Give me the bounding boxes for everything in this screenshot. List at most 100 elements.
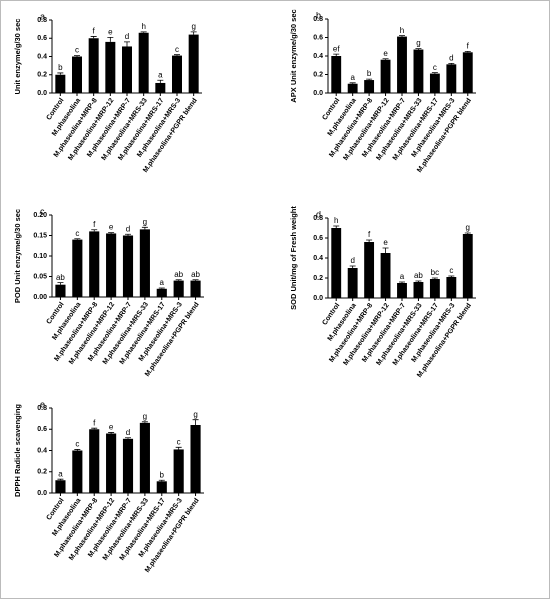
y-tick-label: 0.8 xyxy=(313,215,323,222)
error-bar xyxy=(74,449,81,451)
bar xyxy=(429,279,440,298)
bar xyxy=(139,229,150,297)
significance-letter: a xyxy=(400,272,405,281)
error-bar xyxy=(124,41,130,47)
panel-label: e xyxy=(40,399,45,409)
error-bar xyxy=(107,36,114,42)
bar xyxy=(89,429,100,493)
bar xyxy=(364,80,375,93)
significance-letter: c xyxy=(75,229,79,238)
error-bar xyxy=(108,432,115,434)
significance-letter: d xyxy=(126,224,130,233)
significance-letter: g xyxy=(143,412,147,421)
significance-letter: f xyxy=(93,27,96,36)
significance-letter: e xyxy=(109,423,114,432)
bar xyxy=(172,55,182,93)
error-bar xyxy=(175,279,182,281)
bar xyxy=(88,38,99,93)
y-tick-label: 0.4 xyxy=(37,447,47,454)
error-bar xyxy=(125,437,131,439)
y-tick-label: 0.6 xyxy=(37,426,47,433)
y-tick-label: 0.8 xyxy=(313,16,323,23)
bar xyxy=(347,268,358,298)
y-tick-label: 0.6 xyxy=(37,35,47,42)
error-bar xyxy=(333,225,340,228)
y-tick-label: 0.4 xyxy=(37,53,47,60)
error-bar xyxy=(140,31,147,33)
panel-label: d xyxy=(316,209,321,219)
error-bar xyxy=(415,48,422,50)
error-bar xyxy=(366,78,373,81)
bar xyxy=(397,36,407,93)
error-bar xyxy=(175,446,182,450)
bar xyxy=(139,422,150,493)
significance-letter: a xyxy=(158,70,163,79)
error-bar xyxy=(192,419,199,425)
bar xyxy=(156,288,167,297)
y-tick-label: 0.0 xyxy=(313,90,323,97)
significance-letter: ab xyxy=(414,271,423,280)
error-bar xyxy=(108,232,115,234)
bar xyxy=(364,242,375,298)
bar xyxy=(122,235,134,297)
bar xyxy=(105,41,116,93)
y-tick-label: 0.2 xyxy=(37,469,47,476)
y-axis-label: DPPH Radicle scavenging xyxy=(13,404,22,497)
significance-letter: h xyxy=(400,26,404,35)
significance-letter: ab xyxy=(56,273,65,282)
significance-letter: e xyxy=(383,238,388,247)
bar xyxy=(446,64,457,93)
bar xyxy=(429,73,440,93)
bar xyxy=(72,450,83,493)
y-tick-label: 0.05 xyxy=(33,273,47,280)
error-bar xyxy=(192,279,199,281)
error-bar xyxy=(91,229,98,232)
bar xyxy=(55,74,66,93)
y-tick-label: 0.6 xyxy=(313,34,323,41)
bar xyxy=(55,480,66,493)
error-bar xyxy=(448,275,455,277)
significance-letter: f xyxy=(368,230,371,239)
y-tick-label: 0.8 xyxy=(37,17,47,24)
significance-letter: a xyxy=(58,469,63,478)
bar xyxy=(462,234,473,298)
y-tick-label: 0.4 xyxy=(313,53,323,60)
y-tick-label: 0.4 xyxy=(313,255,323,262)
bar xyxy=(106,433,117,493)
significance-letter: b xyxy=(58,63,63,72)
error-bar xyxy=(448,63,455,65)
error-bar xyxy=(464,232,471,234)
error-bar xyxy=(141,421,148,423)
significance-letter: b xyxy=(367,69,372,78)
error-bar xyxy=(74,238,81,240)
significance-letter: c xyxy=(433,63,437,72)
y-tick-label: 0.8 xyxy=(37,405,47,412)
y-tick-label: 0.2 xyxy=(313,71,323,78)
significance-letter: c xyxy=(175,45,179,54)
error-bar xyxy=(333,53,340,56)
significance-letter: g xyxy=(193,410,197,419)
significance-letter: g xyxy=(191,22,195,31)
y-axis-label: SOD Unit/mg of Fresh weight xyxy=(289,206,298,310)
significance-letter: h xyxy=(334,216,338,225)
error-bar xyxy=(431,277,438,279)
error-bar xyxy=(157,79,164,83)
error-bar xyxy=(464,50,471,53)
significance-letter: bc xyxy=(431,268,439,277)
significance-letter: c xyxy=(177,437,181,446)
significance-letter: c xyxy=(75,440,79,449)
bar xyxy=(380,59,391,93)
error-bar xyxy=(158,287,165,289)
y-tick-label: 0.0 xyxy=(313,295,323,302)
significance-letter: d xyxy=(350,256,354,265)
error-bar xyxy=(90,36,97,39)
error-bar xyxy=(349,82,356,84)
error-bar xyxy=(57,72,64,75)
error-bar xyxy=(382,247,389,253)
error-bar xyxy=(349,265,356,268)
y-tick-label: 0.10 xyxy=(33,253,47,260)
significance-letter: b xyxy=(160,470,165,479)
bar xyxy=(155,82,166,93)
significance-letter: c xyxy=(75,46,79,55)
